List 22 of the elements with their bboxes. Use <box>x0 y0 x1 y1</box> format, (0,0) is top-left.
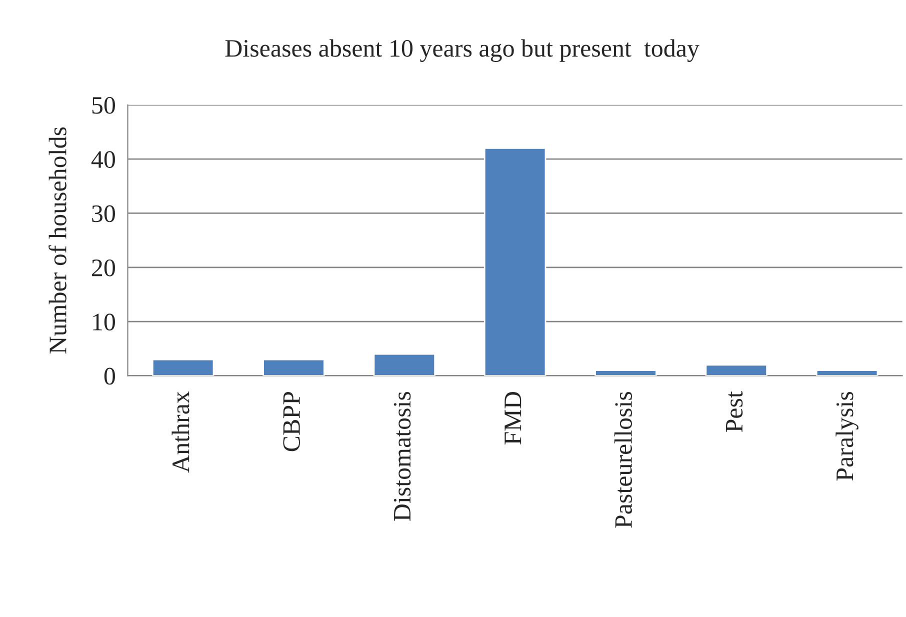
y-tick-label: 30 <box>92 205 115 222</box>
y-axis-title: Number of households <box>48 127 66 354</box>
y-tick-label: 50 <box>92 96 115 114</box>
x-tick-label: CBPP <box>283 392 300 452</box>
bar <box>705 364 768 376</box>
bar <box>594 370 657 376</box>
bar <box>373 353 436 376</box>
x-tick-label: Pest <box>726 391 743 432</box>
y-tick-label: 20 <box>92 259 115 276</box>
x-tick-label: Pasteurellosis <box>614 392 632 528</box>
y-tick-label: 40 <box>91 151 115 168</box>
chart-title: Diseases absent 10 years ago but present today <box>225 39 700 62</box>
x-tick-label: Distomatosis <box>394 392 411 521</box>
bar <box>262 358 325 376</box>
y-tick-label: 10 <box>93 314 115 330</box>
x-tick-label: Paralysis <box>836 392 858 481</box>
bar <box>152 358 214 376</box>
bar <box>816 370 878 376</box>
x-tick-label: Anthrax <box>172 391 190 473</box>
bar <box>484 148 546 376</box>
x-tick-label: FMD <box>504 392 522 444</box>
y-tick-label: 0 <box>104 368 115 385</box>
